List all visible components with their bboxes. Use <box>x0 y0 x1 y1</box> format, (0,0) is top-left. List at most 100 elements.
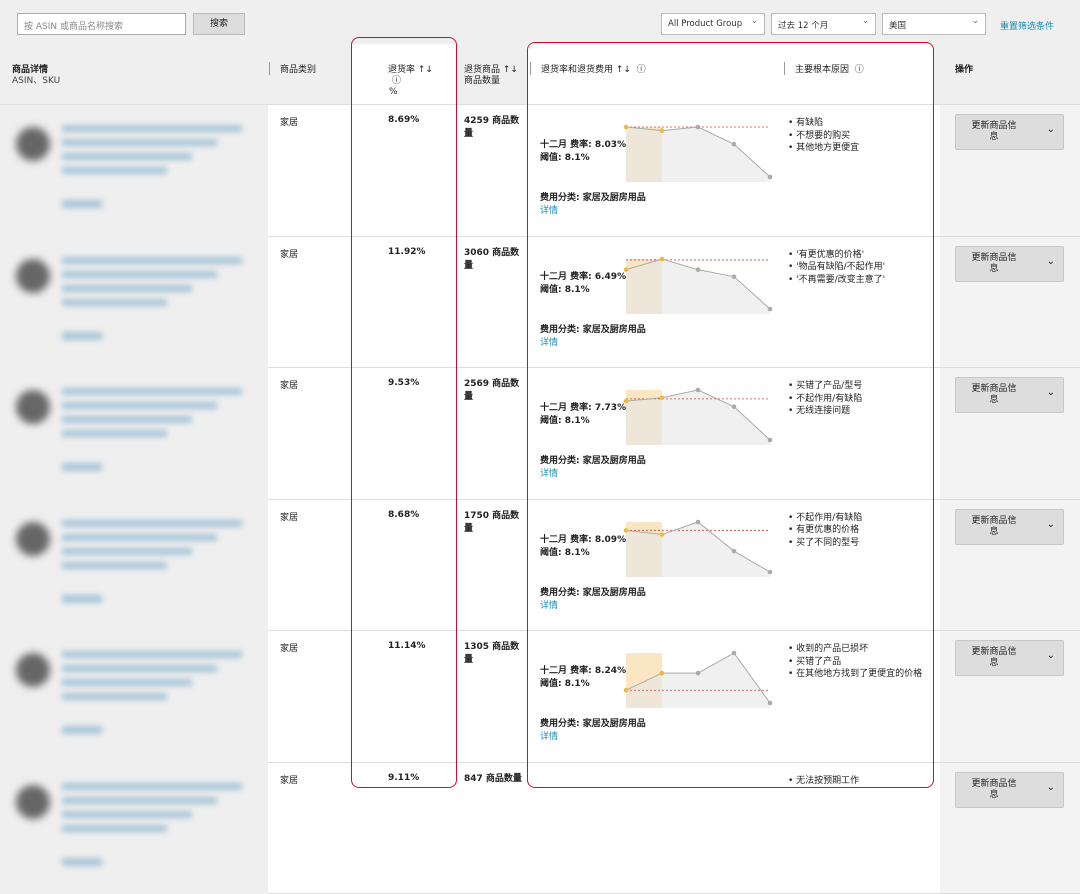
action-button[interactable]: 更新商品信息⌄ <box>955 509 1064 545</box>
sparkline <box>618 382 778 452</box>
reason: • 不想要的购买 <box>788 128 850 141</box>
action-button[interactable]: 更新商品信息⌄ <box>955 772 1064 808</box>
details-link[interactable]: 详情 <box>540 598 558 611</box>
action-button[interactable]: 更新商品信息⌄ <box>955 114 1064 150</box>
trend-point <box>768 438 773 443</box>
reason: • 不起作用/有缺陷 <box>788 391 862 404</box>
category: 家居 <box>280 510 298 523</box>
return-rate: 8.68% <box>388 510 419 520</box>
trend-point <box>660 671 665 676</box>
action-button[interactable]: 更新商品信息⌄ <box>955 377 1064 413</box>
trend-point <box>768 569 773 574</box>
action-label: 更新商品信息 <box>970 647 1018 669</box>
product-blur <box>62 153 192 160</box>
product-thumb <box>16 653 50 687</box>
search-button[interactable]: 搜索 <box>193 13 245 35</box>
fee-category: 费用分类: 家居及厨房用品 <box>540 322 646 335</box>
trend-point <box>732 274 737 279</box>
product-thumb <box>16 390 50 424</box>
reason-text: 收到的产品已损坏 <box>796 644 868 654</box>
product-thumb <box>16 127 50 161</box>
reason-text: 买了不同的型号 <box>796 538 859 548</box>
chevron: ⌄ <box>1047 782 1055 793</box>
filter-dropdown[interactable]: All Product Group <box>661 13 765 35</box>
product-blur <box>62 257 242 264</box>
action-label: 更新商品信息 <box>970 384 1018 406</box>
column-subheader: 商品数量 <box>464 73 500 86</box>
product-blur <box>62 416 192 423</box>
trend-point <box>624 125 629 130</box>
product-blur <box>62 726 102 734</box>
product-blur <box>62 665 217 672</box>
product-blur <box>62 825 167 832</box>
trend-point <box>696 388 701 393</box>
returned-count: 847 商品数量 <box>464 773 522 786</box>
product-blur <box>62 693 167 700</box>
product-blur <box>62 388 242 395</box>
category: 家居 <box>280 378 298 391</box>
reason-text: 有更优惠的价格 <box>796 525 859 535</box>
filter-dropdown[interactable]: 美国 <box>882 13 986 35</box>
product-blur <box>62 811 192 818</box>
details-link[interactable]: 详情 <box>540 335 558 348</box>
fee-category: 费用分类: 家居及厨房用品 <box>540 190 646 203</box>
product-blur <box>62 651 242 658</box>
trend-point <box>732 142 737 147</box>
column-header: 操作 <box>955 62 973 75</box>
return-rate: 11.14% <box>388 641 426 651</box>
column-header: 商品类别 <box>269 62 316 75</box>
details-link[interactable]: 详情 <box>540 203 558 216</box>
reason: • 有缺陷 <box>788 115 823 128</box>
action-button[interactable]: 更新商品信息⌄ <box>955 640 1064 676</box>
returned-count: 1750 商品数量 <box>464 510 522 536</box>
reset-link[interactable]: 重置筛选条件 <box>1000 19 1054 32</box>
trend-point <box>696 671 701 676</box>
details-link[interactable]: 详情 <box>540 729 558 742</box>
product-blur <box>62 299 167 306</box>
reason: • 无线连接问题 <box>788 403 850 416</box>
trend-point <box>732 548 737 553</box>
action-button[interactable]: 更新商品信息⌄ <box>955 246 1064 282</box>
reason-text: 无线连接问题 <box>796 406 850 416</box>
reason-text: '不再需要/改变主意了' <box>796 275 885 285</box>
reason: • 其他地方更便宜 <box>788 140 859 153</box>
product-blur <box>62 402 217 409</box>
category: 家居 <box>280 247 298 260</box>
trend-point <box>696 519 701 524</box>
reason-text: 在其他地方找到了更便宜的价格 <box>796 669 922 679</box>
trend-point <box>696 267 701 272</box>
returned-count: 2569 商品数量 <box>464 378 522 404</box>
product-blur <box>62 200 102 208</box>
threshold-text: 阈值: 8.1% <box>540 413 590 426</box>
threshold-text: 阈值: 8.1% <box>540 150 590 163</box>
reason-text: 买错了产品/型号 <box>796 381 862 391</box>
search-input[interactable]: 按 ASIN 或商品名称搜索 <box>17 13 186 35</box>
rate-text: 十二月 费率: 7.73% <box>540 400 626 413</box>
unit: % <box>389 87 398 97</box>
sparkline <box>618 119 778 189</box>
label: 主要根本原因 <box>795 65 849 75</box>
area <box>626 127 770 182</box>
product-blur <box>62 534 217 541</box>
rate-text: 十二月 费率: 8.24% <box>540 663 626 676</box>
chevron: ⌄ <box>1047 124 1055 135</box>
product-blur <box>62 167 167 174</box>
sparkline <box>618 251 778 321</box>
trend-point <box>768 306 773 311</box>
trend-point <box>768 175 773 180</box>
reason: • '不再需要/改变主意了' <box>788 272 885 285</box>
product-thumb <box>16 785 50 819</box>
page: 按 ASIN 或商品名称搜索 搜索 All Product Group 过去 1… <box>0 0 1080 792</box>
reason: • 不起作用/有缺陷 <box>788 510 862 523</box>
details-link[interactable]: 详情 <box>540 466 558 479</box>
reason: • 无法按预期工作 <box>788 773 859 786</box>
trend-point <box>624 688 629 693</box>
column-header[interactable]: 退货率和退货费用 ↑↓ ⓘ <box>530 62 646 75</box>
reason: • 买错了产品/型号 <box>788 378 862 391</box>
product-blur <box>62 797 217 804</box>
product-blur <box>62 285 192 292</box>
product-blur <box>62 679 192 686</box>
category: 家居 <box>280 641 298 654</box>
filter-dropdown[interactable]: 过去 12 个月 <box>771 13 876 35</box>
reason: • 买了不同的型号 <box>788 535 859 548</box>
